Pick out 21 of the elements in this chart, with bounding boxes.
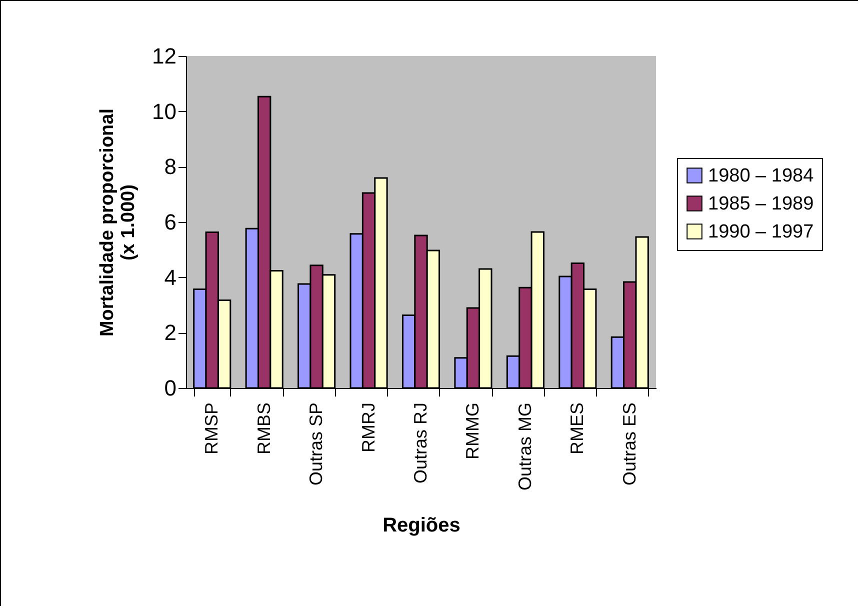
x-tick-label: Outras SP bbox=[306, 402, 326, 486]
x-tick-label: RMSP bbox=[202, 402, 222, 455]
y-tick-label: 2 bbox=[164, 320, 176, 346]
y-tick-label: 8 bbox=[164, 154, 176, 180]
x-tick-label: Outras MG bbox=[514, 402, 535, 491]
x-axis-title: Regiões bbox=[382, 514, 460, 537]
legend-label: 1980 – 1984 bbox=[708, 166, 814, 186]
y-tick-label: 10 bbox=[152, 98, 176, 124]
y-tick-label: 6 bbox=[164, 210, 176, 234]
legend-label: 1990 – 1997 bbox=[708, 222, 814, 242]
x-tick-label: RMBS bbox=[254, 402, 274, 455]
x-tick-label: RMES bbox=[567, 402, 588, 455]
x-tick-label: RMMG bbox=[462, 402, 483, 460]
legend-label: 1985 – 1989 bbox=[708, 194, 814, 214]
y-tick-label: 4 bbox=[164, 264, 176, 290]
y-axis-title: Mortalidade proporcional (x 1.000) bbox=[97, 108, 140, 337]
y-tick-label: 0 bbox=[164, 376, 176, 400]
x-tick-label: Outras ES bbox=[619, 402, 640, 486]
x-tick-label: Outras RJ bbox=[410, 402, 430, 484]
x-tick-label: RMRJ bbox=[358, 402, 378, 452]
y-tick-label: 12 bbox=[152, 44, 176, 68]
